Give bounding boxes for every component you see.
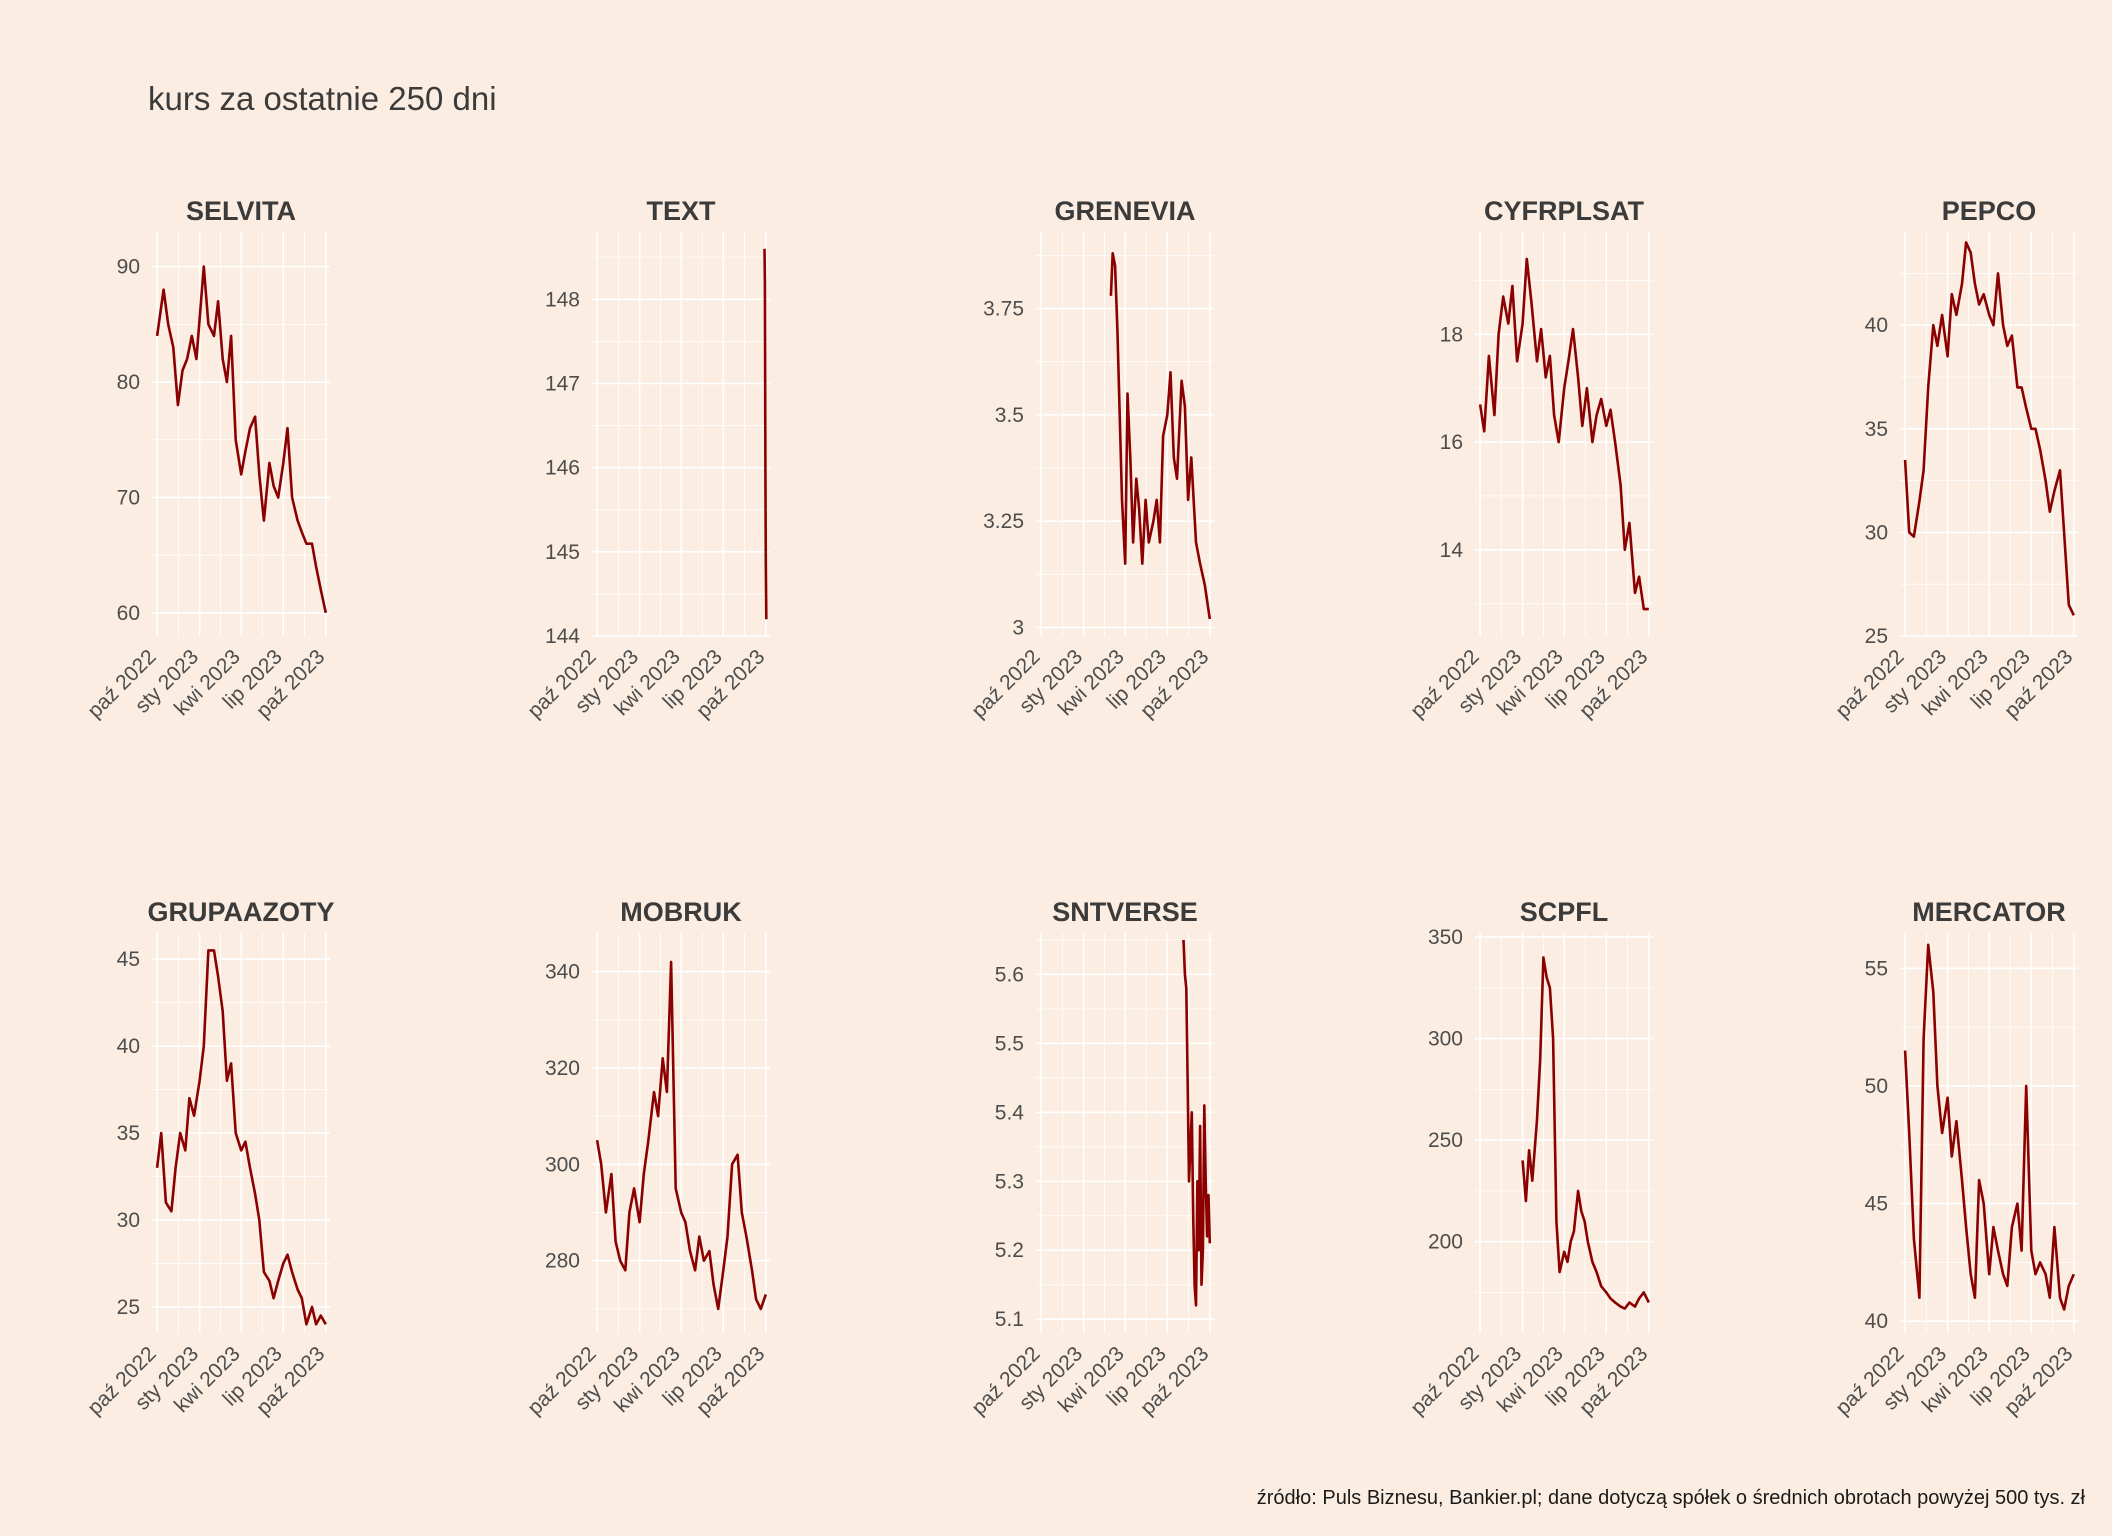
y-tick-label: 40 [1865, 314, 1888, 337]
price-line-selvita [155, 265, 328, 614]
y-tick-label: 90 [117, 256, 140, 279]
price-line-grenevia [1109, 252, 1212, 620]
y-tick-label: 3.25 [983, 510, 1024, 533]
y-tick-label: 45 [1865, 1193, 1888, 1216]
y-tick-label: 30 [1865, 521, 1888, 544]
price-line-text [763, 248, 768, 620]
facet-title: GRUPAAZOTY [148, 897, 335, 927]
y-tick-label: 45 [117, 948, 140, 971]
facet-title: GRENEVIA [1054, 196, 1195, 226]
price-line-mercator [1903, 943, 2075, 1311]
y-tick-label: 5.4 [995, 1101, 1025, 1124]
y-tick-label: 280 [545, 1250, 580, 1273]
y-tick-label: 40 [117, 1035, 140, 1058]
y-tick-label: 50 [1865, 1075, 1888, 1098]
y-tick-label: 144 [545, 625, 580, 648]
y-tick-label: 80 [117, 371, 140, 394]
y-tick-label: 148 [545, 288, 580, 311]
y-tick-label: 3.75 [983, 298, 1024, 321]
y-tick-label: 200 [1428, 1231, 1463, 1254]
y-tick-label: 25 [117, 1296, 140, 1319]
y-tick-label: 147 [545, 373, 580, 396]
y-tick-label: 14 [1440, 539, 1464, 562]
y-tick-label: 3.5 [995, 404, 1024, 427]
y-tick-label: 250 [1428, 1129, 1463, 1152]
facet-title: SELVITA [186, 196, 296, 226]
price-line-sntverse [1182, 939, 1212, 1307]
y-tick-label: 5.1 [995, 1308, 1024, 1331]
chart-caption: źródło: Puls Biznesu, Bankier.pl; dane d… [1257, 1487, 2086, 1509]
y-tick-label: 300 [1428, 1028, 1463, 1051]
y-tick-label: 5.5 [995, 1032, 1024, 1055]
price-line-grupaazoty [155, 949, 327, 1326]
y-tick-label: 18 [1440, 323, 1463, 346]
y-tick-label: 16 [1440, 431, 1463, 454]
y-tick-label: 3 [1012, 616, 1024, 639]
facet-title: MOBRUK [620, 897, 742, 927]
price-line-mobruk [595, 960, 768, 1311]
chart-title: kurs za ostatnie 250 dni [148, 80, 497, 117]
y-tick-label: 70 [117, 486, 140, 509]
y-tick-label: 350 [1428, 926, 1463, 949]
y-tick-label: 30 [117, 1209, 140, 1232]
y-tick-label: 145 [545, 541, 580, 564]
y-tick-label: 5.3 [995, 1170, 1024, 1193]
y-tick-label: 320 [545, 1057, 580, 1080]
price-line-scpfl [1521, 956, 1650, 1310]
y-tick-label: 146 [545, 457, 580, 480]
facet-title: PEPCO [1942, 196, 2037, 226]
y-tick-label: 340 [545, 961, 580, 984]
y-tick-label: 25 [1865, 625, 1888, 648]
facet-title: SCPFL [1520, 897, 1609, 927]
facet-title: SNTVERSE [1052, 897, 1198, 927]
y-tick-label: 35 [1865, 418, 1888, 441]
y-tick-label: 55 [1865, 957, 1888, 980]
y-tick-label: 40 [1865, 1310, 1888, 1333]
y-tick-label: 35 [117, 1122, 140, 1145]
y-tick-label: 60 [117, 602, 140, 625]
facet-title: MERCATOR [1912, 897, 2066, 927]
price-line-cyfrplsat [1478, 257, 1649, 611]
facet-title: CYFRPLSAT [1484, 196, 1645, 226]
y-tick-label: 5.6 [995, 963, 1024, 986]
price-line-pepco [1903, 241, 2075, 616]
facet-title: TEXT [646, 196, 716, 226]
y-tick-label: 5.2 [995, 1239, 1024, 1262]
y-tick-label: 300 [545, 1153, 580, 1176]
